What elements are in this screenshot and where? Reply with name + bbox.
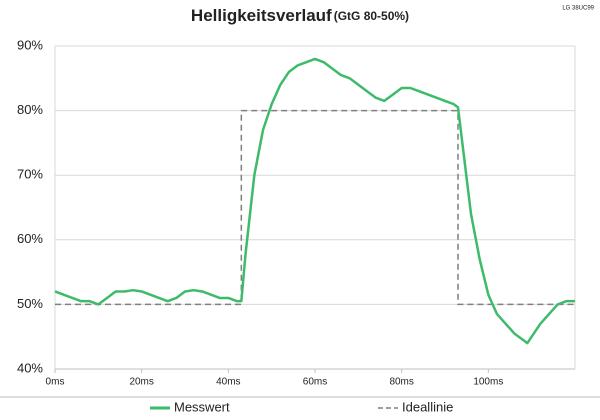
x-tick-label: 0ms <box>46 377 65 388</box>
y-tick-label: 70% <box>17 167 43 182</box>
y-tick-label: 60% <box>17 231 43 246</box>
y-tick-label: 90% <box>17 37 43 52</box>
legend-label: Messwert <box>174 399 230 414</box>
legend-label: Ideallinie <box>402 399 453 414</box>
chart-title-group: Helligkeitsverlauf (GtG 80-50%) <box>191 6 409 25</box>
x-tick-label: 80ms <box>389 377 413 388</box>
series-line <box>55 109 575 306</box>
x-tick-label: 40ms <box>216 377 240 388</box>
y-tick-label: 50% <box>17 296 43 311</box>
chart-subtitle: (GtG 80-50%) <box>334 9 409 23</box>
x-tick-label: 60ms <box>303 377 327 388</box>
x-tick-label: 100ms <box>473 377 503 388</box>
series-line <box>54 57 575 345</box>
chart-title: Helligkeitsverlauf <box>191 6 332 25</box>
x-tick-label: 20ms <box>129 377 153 388</box>
y-tick-label: 80% <box>17 102 43 117</box>
corner-label: LG 38UC99 <box>562 6 594 12</box>
y-tick-label: 40% <box>17 360 43 375</box>
